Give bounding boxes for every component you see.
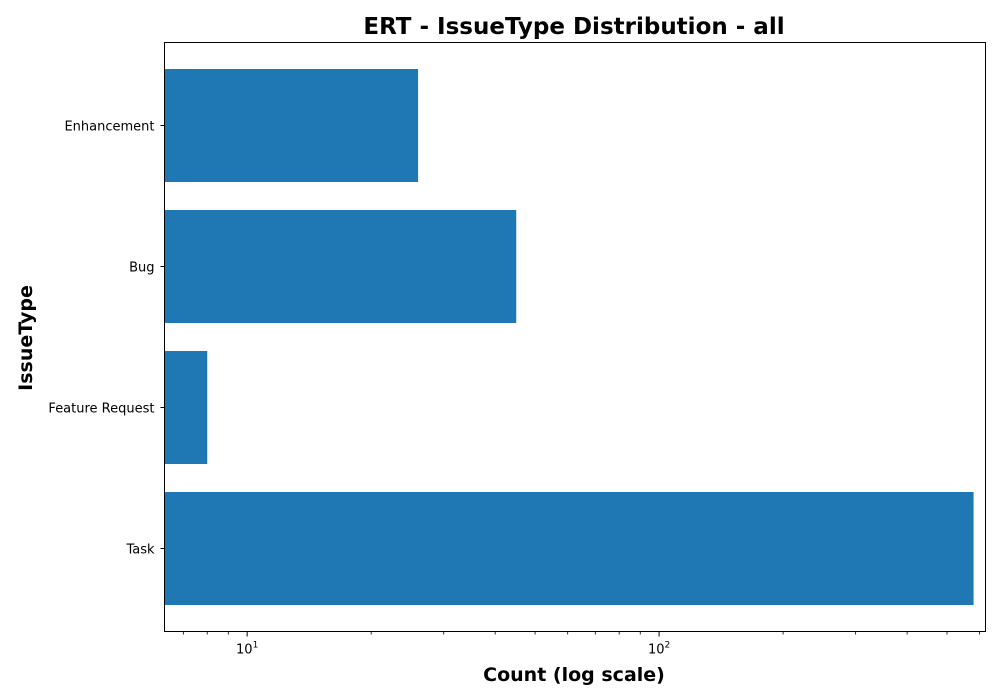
y-axis-label: IssueType <box>15 285 37 391</box>
y-axis-ticks: Enhancement Bug Feature Request Task <box>48 120 165 558</box>
x-axis-ticks: 101 102 <box>182 631 981 658</box>
x-tick-label: 101 <box>236 641 258 658</box>
bar-bug <box>164 210 517 323</box>
x-axis-label: Count (log scale) <box>483 664 665 686</box>
y-tick-label-task: Task <box>125 543 155 558</box>
chart-title: ERT - IssueType Distribution - all <box>363 14 784 40</box>
bar-task <box>164 492 974 605</box>
y-tick-label-feature-request: Feature Request <box>48 402 154 417</box>
bar-feature-request <box>164 351 208 464</box>
bar-enhancement <box>164 69 419 182</box>
plot-frame <box>164 42 986 632</box>
y-tick-label-enhancement: Enhancement <box>64 120 154 135</box>
bars-group <box>164 69 974 605</box>
y-tick-label-bug: Bug <box>129 261 154 276</box>
x-tick-label: 102 <box>648 641 670 658</box>
